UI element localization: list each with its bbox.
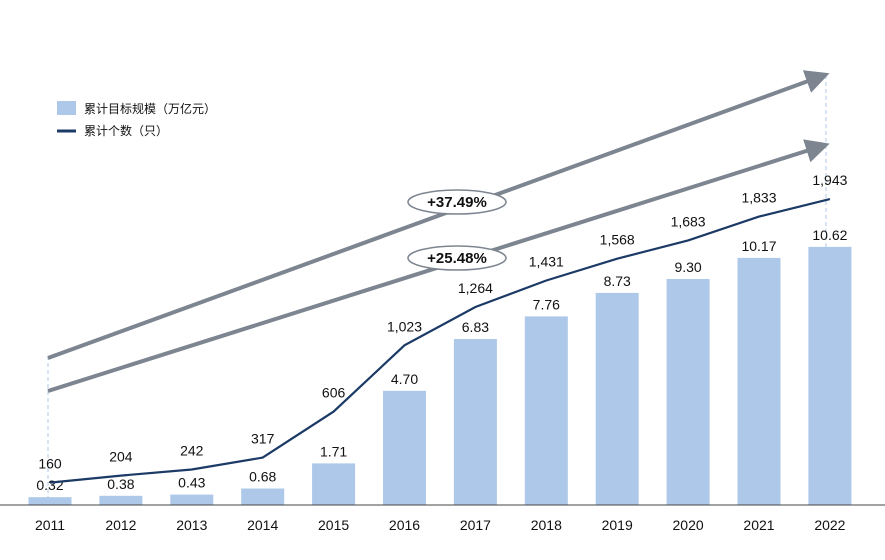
bar-label-2019: 8.73	[604, 273, 631, 289]
bar-2017	[453, 339, 497, 505]
x-tick-2017: 2017	[460, 517, 491, 533]
line-label-2020: 1,683	[671, 213, 706, 229]
bar-data-labels: 0.32 0.38 0.43 0.68 1.71 4.70 6.83 7.76 8.73 9.30…	[36, 227, 847, 493]
bar-2019	[595, 292, 639, 505]
line-label-2017: 1,264	[458, 280, 493, 296]
bar-2011	[28, 497, 72, 505]
line-label-2016: 1,023	[387, 318, 422, 334]
bar-2018	[524, 316, 568, 505]
x-axis-tick-labels: 2011 2012 2013 2014 2015 2016 2017 2018 2019 2020…	[35, 517, 846, 533]
line-label-2019: 1,568	[600, 232, 635, 248]
legend-bar-label: 累计目标规模（万亿元）	[84, 101, 216, 116]
line-label-2021: 1,833	[741, 190, 776, 206]
cagr-label-lower: +25.48%	[427, 250, 487, 267]
line-label-2014: 317	[251, 431, 275, 447]
x-tick-2012: 2012	[105, 517, 136, 533]
legend-bar-swatch	[57, 101, 76, 115]
bar-2020	[666, 279, 710, 505]
x-tick-2014: 2014	[247, 517, 278, 533]
legend: 累计目标规模（万亿元） 累计个数（只）	[57, 101, 216, 138]
line-label-2015: 606	[322, 385, 346, 401]
bar-label-2016: 4.70	[391, 371, 418, 387]
bar-label-2011: 0.32	[36, 477, 63, 493]
bar-series	[28, 246, 852, 505]
bar-2016	[383, 390, 426, 505]
cagr-label-upper: +37.49%	[427, 194, 487, 211]
line-label-2011: 160	[38, 456, 62, 472]
line-label-2018: 1,431	[529, 254, 564, 270]
x-tick-2011: 2011	[35, 517, 65, 533]
line-label-2022: 1,943	[812, 172, 847, 188]
bar-2015	[312, 463, 356, 505]
count-line	[49, 198, 831, 484]
bar-label-2017: 6.83	[462, 319, 489, 335]
bar-label-2013: 0.43	[178, 475, 205, 491]
cagr-ellipse-upper	[407, 189, 507, 215]
bar-label-2018: 7.76	[533, 296, 560, 312]
line-label-2012: 204	[109, 449, 133, 465]
bar-label-2014: 0.68	[249, 469, 276, 485]
bar-label-2022: 10.62	[812, 227, 847, 243]
bar-label-2021: 10.17	[741, 238, 776, 254]
x-tick-2020: 2020	[673, 517, 704, 533]
bar-2014	[241, 488, 285, 505]
x-tick-2021: 2021	[743, 517, 774, 533]
x-tick-2019: 2019	[602, 517, 633, 533]
cagr-callout-upper: +37.49%	[407, 189, 507, 215]
bar-2021	[737, 257, 781, 505]
x-tick-2018: 2018	[531, 517, 562, 533]
legend-line-label: 累计个数（只）	[84, 123, 168, 138]
bar-label-2020: 9.30	[674, 259, 701, 275]
x-tick-2022: 2022	[814, 517, 845, 533]
line-data-labels: 160 204 242 317 606 1,023 1,264 1,431 1,568 1,683…	[38, 172, 847, 472]
bar-label-2012: 0.38	[107, 476, 134, 492]
x-tick-2013: 2013	[176, 517, 207, 533]
bar-2022	[808, 246, 852, 505]
growth-arrow-upper	[47, 70, 830, 360]
x-tick-2015: 2015	[318, 517, 349, 533]
cagr-ellipse-lower	[407, 245, 507, 271]
x-tick-2016: 2016	[389, 517, 420, 533]
bar-label-2015: 1.71	[320, 443, 347, 459]
cagr-callout-lower: +25.48%	[407, 245, 507, 271]
bar-2013	[170, 494, 214, 505]
line-label-2013: 242	[180, 443, 204, 459]
bar-2012	[99, 495, 143, 505]
